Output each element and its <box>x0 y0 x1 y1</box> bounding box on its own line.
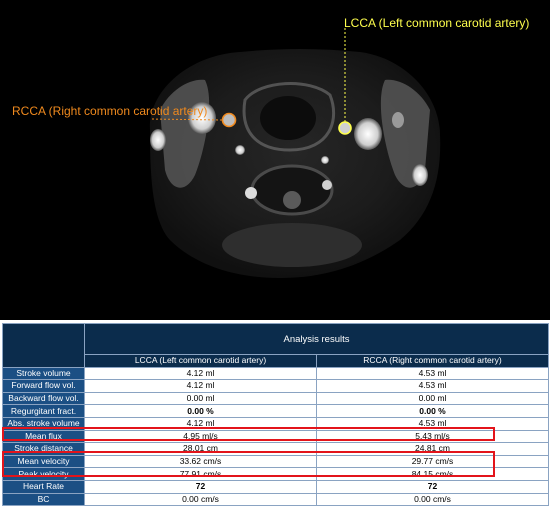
rcca-value: 4.53 ml <box>316 366 549 381</box>
lcca-value: 4.95 ml/s <box>84 429 317 444</box>
table-row: Backward flow vol. 0.00 ml 0.00 ml <box>2 391 549 406</box>
row-label: Mean flux <box>2 429 85 444</box>
row-label: Abs. stroke volume <box>2 416 85 431</box>
right-muscle <box>380 79 430 188</box>
analysis-results-panel: Analysis results LCCA (Left common carot… <box>2 323 549 507</box>
lcca-value: 4.12 ml <box>84 366 317 381</box>
row-label: Peak velocity <box>2 467 85 481</box>
row-label: Mean velocity <box>2 454 85 469</box>
table-row: Abs. stroke volume 4.12 ml 4.53 ml <box>2 416 549 431</box>
rcca-value: 72 <box>316 479 549 494</box>
column-header-lcca: LCCA (Left common carotid artery) <box>84 354 317 368</box>
left-vertebral-artery <box>321 156 329 164</box>
row-label: Stroke volume <box>2 366 85 381</box>
table-row: Stroke volume 4.12 ml 4.53 ml <box>2 366 549 381</box>
lcca-value: 72 <box>84 479 317 494</box>
row-label: Regurgitant fract. <box>2 404 85 418</box>
lcca-value: 4.12 ml <box>84 379 317 393</box>
lcca-value: 33.62 cm/s <box>84 454 317 469</box>
rcca-value: 5.43 ml/s <box>316 429 549 444</box>
rcca-value: 4.53 ml <box>316 379 549 393</box>
left-jugular <box>354 118 382 150</box>
rcca-value: 0.00 cm/s <box>316 492 549 507</box>
rcca-value: 4.53 ml <box>316 416 549 431</box>
rcca-leader-line <box>149 118 223 121</box>
rcca-annotation-label: RCCA (Right common carotid artery) <box>12 104 208 118</box>
row-label: Backward flow vol. <box>2 391 85 406</box>
rcca-value: 0.00 ml <box>316 391 549 406</box>
lcca-value: 28.01 cm <box>84 442 317 456</box>
row-label: Forward flow vol. <box>2 379 85 393</box>
table-row: Regurgitant fract. 0.00 % 0.00 % <box>2 404 549 418</box>
rcca-value: 0.00 % <box>316 404 549 418</box>
lcca-value: 0.00 % <box>84 404 317 418</box>
table-title: Analysis results <box>84 323 549 355</box>
table-row: Mean flux 4.95 ml/s 5.43 ml/s <box>2 429 549 444</box>
lcca-value: 0.00 ml <box>84 391 317 406</box>
rcca-roi <box>221 112 237 128</box>
analysis-results-table: Analysis results LCCA (Left common carot… <box>2 323 549 507</box>
lcca-value: 77.91 cm/s <box>84 467 317 481</box>
spinal-canal <box>283 191 301 209</box>
results-rows: Stroke volume 4.12 ml 4.53 ml Forward flow … <box>2 366 549 507</box>
corner-cell <box>2 323 85 368</box>
lcca-value: 4.12 ml <box>84 416 317 431</box>
table-row: Peak velocity 77.91 cm/s 84.15 cm/s <box>2 467 549 481</box>
lcca-roi <box>338 121 352 135</box>
airway <box>260 96 316 140</box>
rcca-value: 84.15 cm/s <box>316 467 549 481</box>
rcca-value: 29.77 cm/s <box>316 454 549 469</box>
table-row: Heart Rate 72 72 <box>2 479 549 494</box>
right-vessel-lateral <box>150 129 166 151</box>
axial-neck-mri-image <box>149 26 441 278</box>
left-vessel-lateral <box>412 164 428 186</box>
table-row: Forward flow vol. 4.12 ml 4.53 ml <box>2 379 549 393</box>
column-header-rcca: RCCA (Right common carotid artery) <box>316 354 549 368</box>
row-label: BC <box>2 492 85 507</box>
table-row: Mean velocity 33.62 cm/s 29.77 cm/s <box>2 454 549 469</box>
mri-image-viewer[interactable]: LCCA (Left common carotid artery) RCCA (… <box>0 0 550 320</box>
rcca-value: 24.81 cm <box>316 442 549 456</box>
right-vertebral-artery <box>235 145 245 155</box>
pharynx-tissue <box>242 82 336 152</box>
neck-outline <box>149 49 441 278</box>
posterior-muscle <box>222 223 362 267</box>
row-label: Stroke distance <box>2 442 85 456</box>
right-jugular <box>188 102 216 134</box>
lcca-annotation-label: LCCA (Left common carotid artery) <box>344 16 530 30</box>
table-row: Stroke distance 28.01 cm 24.81 cm <box>2 442 549 456</box>
lcca-value: 0.00 cm/s <box>84 492 317 507</box>
table-row: BC 0.00 cm/s 0.00 cm/s <box>2 492 549 507</box>
row-label: Heart Rate <box>2 479 85 494</box>
